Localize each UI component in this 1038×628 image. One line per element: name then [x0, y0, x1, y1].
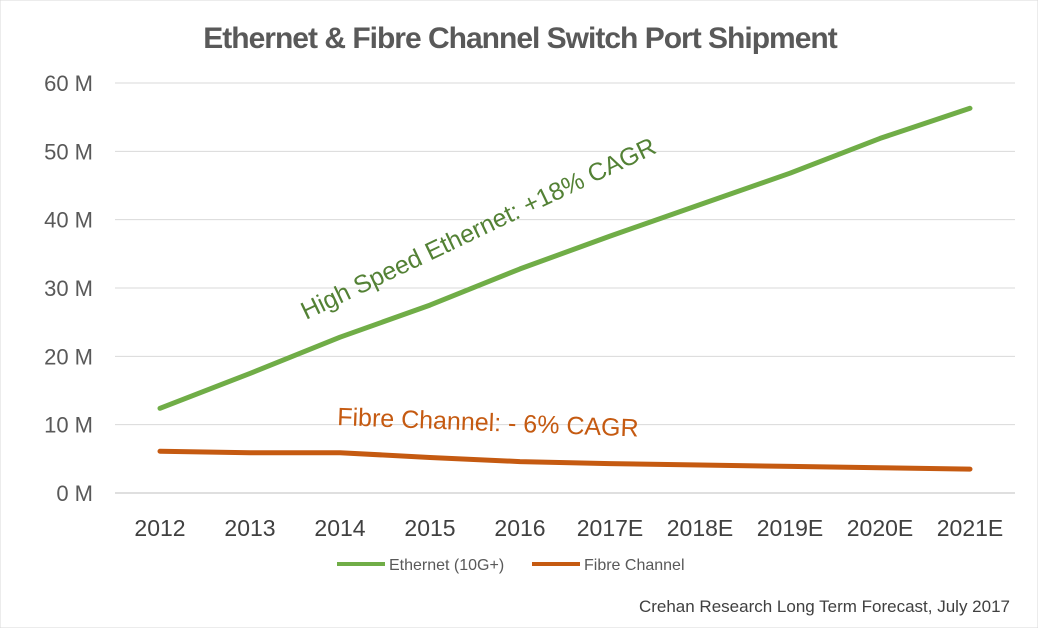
x-tick-label: 2016	[494, 515, 545, 541]
x-tick-label: 2012	[134, 515, 185, 541]
y-tick-label: 30 M	[44, 276, 93, 301]
source-note: Crehan Research Long Term Forecast, July…	[639, 597, 1010, 616]
x-tick-label: 2018E	[667, 515, 734, 541]
y-tick-label: 60 M	[44, 71, 93, 96]
x-tick-label: 2020E	[847, 515, 914, 541]
x-tick-label: 2015	[404, 515, 455, 541]
x-tick-label: 2014	[314, 515, 365, 541]
y-tick-label: 20 M	[44, 344, 93, 369]
y-tick-label: 0 M	[56, 481, 93, 506]
y-tick-label: 50 M	[44, 139, 93, 164]
legend-label-fibre-channel: Fibre Channel	[584, 557, 685, 574]
gridlines	[115, 82, 1015, 494]
series-line-fibre-channel	[157, 448, 973, 472]
x-tick-label: 2021E	[937, 515, 1004, 541]
x-tick-label: 2017E	[577, 515, 644, 541]
y-axis-tick-labels: 0 M 10 M 20 M 30 M 40 M 50 M 60 M	[44, 71, 93, 506]
x-axis-tick-labels: 2012 2013 2014 2015 2016 2017E 2018E 2019E 2020E…	[134, 515, 1003, 541]
series-line-ethernet	[157, 105, 973, 411]
y-tick-label: 40 M	[44, 208, 93, 233]
x-tick-label: 2019E	[757, 515, 824, 541]
legend: Ethernet (10G+) Fibre Channel	[337, 557, 685, 574]
chart-title: Ethernet & Fibre Channel Switch Port Shi…	[203, 22, 837, 55]
legend-label-ethernet: Ethernet (10G+)	[389, 557, 504, 574]
x-tick-label: 2013	[224, 515, 275, 541]
series-lines	[157, 105, 973, 472]
y-tick-label: 10 M	[44, 413, 93, 438]
